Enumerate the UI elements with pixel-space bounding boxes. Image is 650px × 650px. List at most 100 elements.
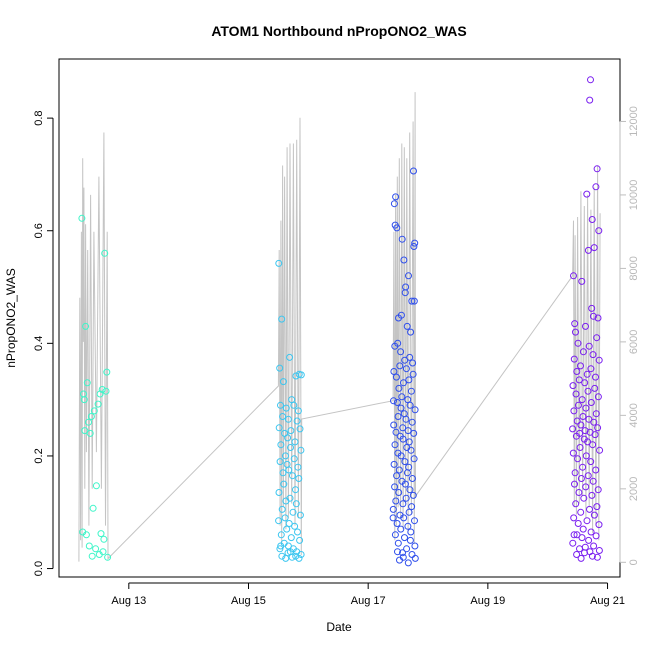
- data-point-series-2: [297, 371, 305, 379]
- data-point-series-4: [585, 342, 593, 350]
- data-point-series-3: [391, 441, 399, 449]
- data-point-series-1: [85, 542, 93, 550]
- data-point-series-2: [287, 534, 295, 542]
- data-point-series-4: [570, 407, 578, 415]
- data-point-series-3: [404, 427, 412, 435]
- data-point-series-2: [285, 466, 293, 474]
- data-point-series-4: [592, 373, 599, 381]
- data-point-series-1: [92, 545, 100, 553]
- data-point-series-2: [276, 545, 284, 553]
- data-point-series-2: [276, 364, 284, 372]
- data-point-series-4: [589, 312, 597, 320]
- data-point-series-4: [574, 455, 582, 463]
- secondary-series-line: [78, 92, 601, 562]
- data-point-series-3: [410, 455, 418, 463]
- data-point-series-2: [294, 463, 302, 471]
- data-point-series-3: [397, 452, 405, 460]
- data-point-series-4: [593, 334, 601, 342]
- data-point-series-3: [391, 342, 399, 350]
- data-point-series-2: [296, 536, 304, 544]
- data-point-series-2: [292, 552, 300, 560]
- y-tick-label-right: 8000: [628, 256, 640, 280]
- data-point-series-3: [390, 421, 398, 429]
- data-point-series-2: [294, 528, 301, 536]
- data-point-series-4: [577, 554, 585, 562]
- data-point-series-4: [583, 370, 591, 378]
- data-point-series-4: [585, 415, 593, 423]
- data-point-series-4: [574, 339, 582, 347]
- data-point-series-4: [592, 410, 600, 418]
- data-point-series-3: [395, 489, 403, 496]
- data-point-series-4: [569, 539, 577, 547]
- data-point-series-4: [582, 452, 590, 460]
- data-point-series-3: [395, 384, 403, 392]
- data-point-series-3: [401, 480, 409, 488]
- data-point-series-4: [594, 314, 602, 322]
- data-point-series-4: [592, 466, 600, 474]
- data-point-series-1: [92, 482, 100, 490]
- data-point-series-4: [588, 304, 596, 312]
- data-point-series-4: [577, 508, 585, 516]
- data-point-series-2: [295, 475, 303, 482]
- data-point-series-1: [88, 552, 96, 560]
- data-point-series-3: [404, 559, 412, 567]
- data-point-series-1: [86, 429, 94, 437]
- data-point-series-1: [83, 379, 91, 387]
- data-point-series-3: [401, 534, 408, 542]
- data-point-series-4: [578, 534, 586, 542]
- data-point-series-2: [296, 511, 304, 519]
- data-point-series-4: [580, 494, 588, 502]
- data-point-series-3: [390, 460, 398, 468]
- data-point-series-2: [275, 517, 283, 525]
- data-point-series-3: [393, 472, 401, 480]
- data-point-series-1: [98, 386, 106, 393]
- data-point-series-4: [574, 520, 582, 527]
- y-tick-label-right: 10000: [628, 180, 640, 211]
- data-point-series-4: [593, 165, 601, 173]
- data-point-series-2: [278, 315, 286, 323]
- data-point-series-1: [94, 400, 102, 408]
- data-point-series-4: [591, 431, 599, 439]
- data-point-series-2: [280, 480, 288, 488]
- data-point-series-3: [403, 322, 411, 330]
- y-tick-label-right: 0: [628, 559, 640, 565]
- data-point-series-3: [406, 486, 414, 494]
- data-point-series-4: [587, 528, 595, 536]
- data-point-series-4: [572, 390, 580, 398]
- data-point-series-3: [399, 424, 407, 432]
- data-point-series-4: [572, 328, 579, 336]
- data-point-series-4: [587, 365, 595, 373]
- data-point-series-4: [593, 503, 601, 511]
- y-tick-label-left: 0.6: [33, 223, 45, 238]
- data-point-series-2: [275, 424, 283, 432]
- data-point-series-1: [87, 413, 95, 420]
- data-point-series-2: [294, 407, 302, 415]
- data-point-series-1: [90, 407, 98, 415]
- data-point-series-3: [401, 289, 409, 297]
- data-point-series-4: [577, 475, 585, 482]
- data-point-series-3: [406, 401, 414, 409]
- data-point-series-3: [391, 531, 399, 539]
- data-point-series-2: [282, 554, 290, 562]
- data-point-series-4: [575, 489, 583, 496]
- data-point-series-4: [571, 480, 578, 488]
- data-point-series-4: [594, 393, 602, 401]
- data-point-series-3: [403, 545, 411, 553]
- data-point-series-4: [584, 472, 592, 480]
- data-point-series-4: [577, 421, 585, 429]
- plot-area: [78, 76, 604, 567]
- data-point-series-3: [402, 365, 410, 373]
- data-point-series-3: [400, 514, 408, 522]
- data-point-series-4: [581, 427, 589, 435]
- data-point-series-3: [397, 404, 405, 412]
- data-point-series-3: [399, 500, 407, 508]
- y-axis-right: 0 2000 4000 6000 8000 10000 12000: [619, 106, 640, 565]
- data-point-series-4: [576, 545, 583, 553]
- data-point-series-1: [97, 530, 105, 538]
- data-point-series-4: [591, 384, 599, 392]
- x-tick-label: Aug 17: [351, 595, 386, 607]
- data-point-series-3: [409, 359, 417, 367]
- data-point-series-3: [407, 446, 415, 454]
- data-point-series-2: [291, 522, 299, 530]
